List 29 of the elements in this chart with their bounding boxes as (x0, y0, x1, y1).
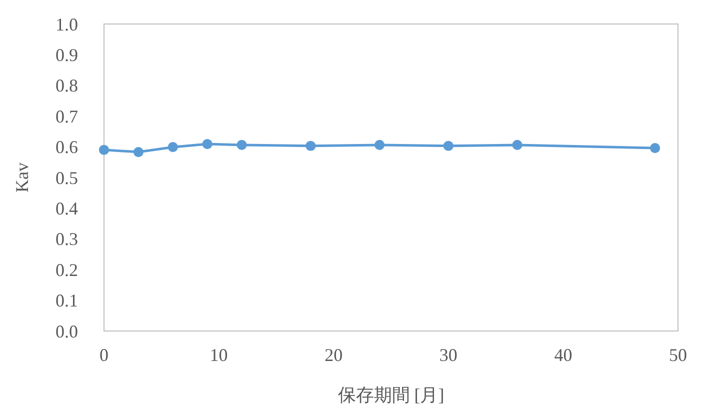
point (306, 140, 316, 151)
point (650, 142, 660, 154)
y-tick-label: 0.8 (56, 76, 78, 96)
x-tick-label: 30 (439, 345, 458, 365)
y-tick-label: 0.6 (56, 137, 78, 158)
x-tick-label: 20 (324, 345, 343, 365)
y-tick-label: 0.1 (56, 290, 78, 311)
y-tick-label: 0.2 (56, 260, 78, 280)
point (236, 140, 247, 150)
x-tick-label: 50 (669, 345, 687, 365)
point (202, 139, 212, 150)
x-tick-label: 0 (100, 345, 108, 365)
y-tick-label: 0.4 (56, 198, 78, 218)
x-axis-title: 保存期間 [月] (338, 385, 444, 405)
y-tick-label: 0.3 (56, 229, 78, 250)
y-tick-label: 1.0 (56, 14, 78, 34)
y-tick-label: 0.9 (56, 45, 78, 65)
point (512, 140, 522, 150)
point (133, 146, 144, 158)
point (98, 144, 110, 155)
y-tick-label: 0.7 (56, 106, 78, 126)
point (168, 142, 178, 152)
point (443, 140, 454, 151)
y-tick-label: 0.0 (56, 321, 78, 342)
y-tick-label: 0.5 (56, 168, 78, 188)
x-tick-label: 10 (210, 345, 228, 365)
y-axis-title: Kav (12, 162, 32, 192)
point (374, 140, 385, 150)
x-tick-label: 40 (554, 345, 572, 365)
